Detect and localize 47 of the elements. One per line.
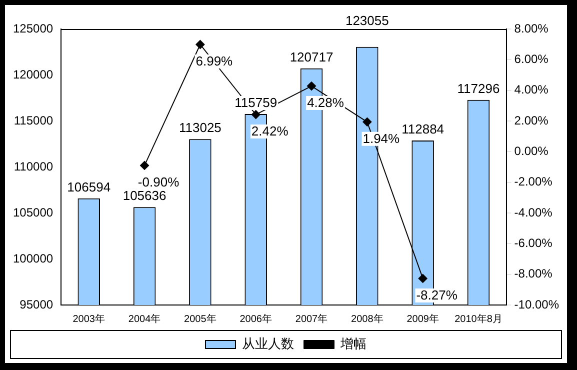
data-label: 105636 [122,188,166,204]
y2-tick-label: 0.00% [514,144,549,158]
data-label: 113025 [178,120,222,136]
data-label: 120717 [290,49,334,64]
y-tick-label: 115000 [14,113,54,128]
y2-tick-label: 2.00% [514,113,549,128]
legend-label: 增幅 [340,336,366,352]
point [196,40,205,49]
y2-tick-label: 4.00% [514,82,549,97]
data-label: 4.28% [307,95,344,110]
data-label: 112884 [402,122,444,137]
x-tick-label: 2009年 [406,312,439,325]
y2-tick-label: 6.00% [514,52,549,66]
data-label: 115759 [234,95,278,110]
y2-tick-label: -6.00% [514,236,553,250]
data-label: 1.94% [362,131,400,146]
x-tick-label: 2008年 [351,312,384,325]
legend-label: 从业人数 [242,336,294,352]
data-label: 117296 [457,80,500,96]
y-tick-label: 125000 [12,21,54,36]
data-label: 6.99% [196,54,234,69]
x-tick-label: 2004年 [128,312,161,325]
x-tick-label: 2006年 [240,312,272,325]
y-tick-label: 120000 [12,67,54,82]
point [307,82,316,91]
point [362,117,372,126]
y2-tick-label: -10.00% [514,297,560,312]
data-label: 106594 [67,179,111,194]
y2-tick-label: -8.00% [514,266,553,281]
y2-tick-label: -2.00% [514,174,553,189]
point [418,274,428,283]
y-tick-label: 105000 [12,205,54,220]
y2-tick-label: -4.00% [514,205,553,220]
x-tick-label: 2003年 [72,312,105,325]
point [251,110,260,120]
y-tick-label: 110000 [14,159,54,174]
data-label: 2.42% [251,124,289,139]
data-label: 123055 [345,13,389,28]
data-label: -8.27% [416,288,458,303]
data-label: -0.90% [138,174,180,190]
x-tick-label: 2010年8月 [454,312,502,325]
x-tick-label: 2007年 [295,312,328,325]
y2-tick-label: 8.00% [514,21,549,36]
x-tick-label: 2005年 [184,312,216,325]
y-tick-label: 100000 [12,251,54,266]
y-tick-label: 95000 [20,297,54,312]
point [140,160,150,170]
